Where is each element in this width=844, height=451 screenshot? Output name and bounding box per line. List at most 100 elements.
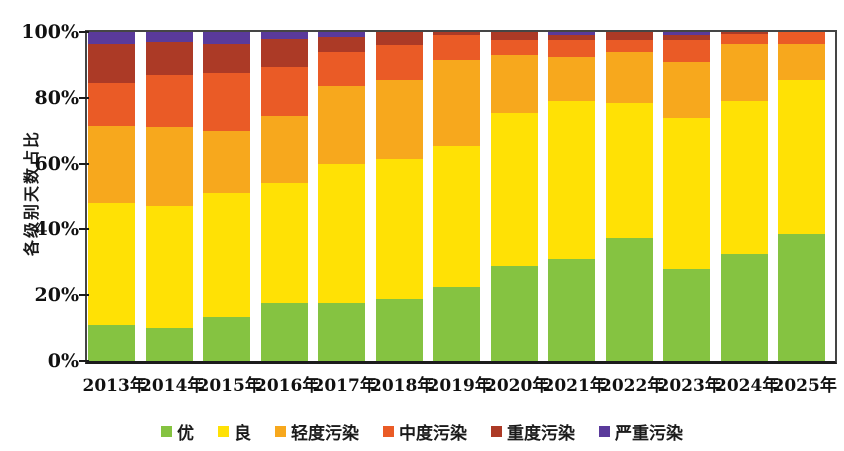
- bar-segment-good: [375, 158, 423, 299]
- bar-segment-heavy-pollution: [318, 36, 365, 52]
- x-tick-label: 2017年: [312, 376, 377, 396]
- bar-column-2016年: [260, 32, 308, 361]
- bar-segment-light-pollution: [145, 127, 193, 207]
- bar-segment-heavy-pollution: [260, 38, 308, 67]
- bar-segment-severe-pollution: [318, 32, 365, 37]
- bar-segment-excellent: [548, 259, 595, 361]
- x-tick-label: 2015年: [197, 376, 262, 396]
- bar-column-2020年: [490, 32, 538, 361]
- x-tick-label: 2019年: [427, 376, 492, 396]
- bar-segment-excellent: [203, 316, 250, 361]
- bar-column-2025年: [778, 32, 825, 361]
- y-tick-mark: [79, 96, 89, 99]
- x-tick-label: 2020年: [485, 376, 550, 396]
- bar-segment-heavy-pollution: [203, 43, 250, 74]
- bar-segment-heavy-pollution: [375, 32, 423, 46]
- bar-segment-excellent: [490, 265, 538, 361]
- y-tick-mark: [79, 228, 89, 231]
- legend-swatch-excellent: [161, 425, 172, 437]
- bar-segment-excellent: [375, 298, 423, 361]
- bar-segment-severe-pollution: [203, 32, 250, 44]
- bar-segment-excellent: [88, 324, 135, 361]
- bar-segment-severe-pollution: [663, 32, 710, 36]
- x-tick-label: 2013年: [82, 376, 147, 396]
- y-tick-mark: [79, 294, 89, 297]
- legend-swatch-heavy-pollution: [491, 425, 502, 437]
- y-tick-label: 80%: [34, 86, 80, 109]
- legend-label: 严重污染: [615, 423, 683, 444]
- bar-column-2023年: [663, 32, 710, 361]
- bar-segment-severe-pollution: [88, 32, 135, 44]
- y-tick-label: 100%: [21, 21, 79, 43]
- bar-segment-good: [548, 101, 595, 260]
- bar-segment-light-pollution: [548, 56, 595, 102]
- bar-segment-excellent: [318, 303, 365, 361]
- bar-segment-heavy-pollution: [88, 43, 135, 84]
- bar-segment-moderate-pollution: [605, 40, 653, 52]
- bar-segment-light-pollution: [778, 43, 825, 80]
- y-axis-title: 各级别天数占比: [22, 130, 41, 257]
- y-tick-mark: [79, 31, 89, 33]
- legend: 优 良 轻度污染 中度污染 重度污染 严重污染: [0, 418, 844, 444]
- bar-segment-moderate-pollution: [88, 83, 135, 126]
- x-tick-label: 2014年: [140, 376, 205, 396]
- bar-segment-good: [145, 206, 193, 329]
- legend-item-moderate-pollution: 中度污染: [383, 419, 467, 444]
- bar-segment-heavy-pollution: [145, 41, 193, 75]
- bar-segment-light-pollution: [203, 130, 250, 194]
- bar-segment-severe-pollution: [260, 32, 308, 39]
- y-tick-mark: [79, 162, 89, 165]
- legend-swatch-light-pollution: [275, 425, 286, 437]
- legend-item-light-pollution: 轻度污染: [275, 419, 359, 444]
- bar-segment-severe-pollution: [548, 32, 595, 36]
- y-tick-label: 0%: [47, 350, 79, 372]
- x-tick-label: 2021年: [542, 376, 607, 396]
- x-tick-label: 2022年: [600, 376, 665, 396]
- legend-item-severe-pollution: 严重污染: [599, 419, 683, 444]
- bar-segment-heavy-pollution: [548, 35, 595, 41]
- bar-segment-moderate-pollution: [490, 40, 538, 56]
- x-tick-label: 2024年: [715, 376, 780, 396]
- bar-segment-heavy-pollution: [663, 35, 710, 41]
- bar-segment-good: [88, 203, 135, 325]
- legend-swatch-moderate-pollution: [383, 425, 394, 437]
- bar-segment-excellent: [663, 268, 710, 361]
- bar-segment-light-pollution: [318, 86, 365, 164]
- bar-segment-light-pollution: [720, 43, 768, 102]
- x-tick-label: 2016年: [255, 376, 320, 396]
- bar-column-2014年: [145, 32, 193, 361]
- bar-segment-good: [605, 102, 653, 238]
- bar-segment-moderate-pollution: [318, 51, 365, 87]
- bar-column-2022年: [605, 32, 653, 361]
- bar-segment-moderate-pollution: [203, 73, 250, 131]
- bar-segment-moderate-pollution: [548, 40, 595, 57]
- y-tick-label: 60%: [34, 152, 80, 175]
- legend-label: 中度污染: [399, 423, 467, 444]
- bar-segment-excellent: [720, 254, 768, 361]
- bar-segment-light-pollution: [375, 79, 423, 159]
- legend-swatch-good: [218, 425, 229, 437]
- bar-segment-good: [203, 193, 250, 317]
- bar-segment-heavy-pollution: [605, 32, 653, 41]
- bar-segment-good: [720, 101, 768, 255]
- bar-segment-light-pollution: [490, 55, 538, 113]
- x-tick-label: 2023年: [657, 376, 722, 396]
- x-tick-label: 2025年: [772, 376, 837, 396]
- legend-label: 良: [234, 423, 251, 444]
- bar-segment-moderate-pollution: [375, 45, 423, 80]
- bar-segment-excellent: [433, 286, 480, 361]
- bar-column-2015年: [203, 32, 250, 361]
- bar-segment-good: [318, 163, 365, 304]
- bar-segment-heavy-pollution: [720, 32, 768, 34]
- bar-column-2024年: [720, 32, 768, 361]
- legend-swatch-severe-pollution: [599, 425, 610, 437]
- bar-segment-good: [490, 112, 538, 266]
- bar-segment-good: [663, 117, 710, 269]
- legend-label: 轻度污染: [291, 423, 359, 444]
- bar-column-2019年: [433, 32, 480, 361]
- bar-segment-excellent: [605, 237, 653, 361]
- bar-segment-excellent: [778, 234, 825, 361]
- legend-item-excellent: 优: [161, 419, 194, 444]
- bar-segment-light-pollution: [260, 115, 308, 184]
